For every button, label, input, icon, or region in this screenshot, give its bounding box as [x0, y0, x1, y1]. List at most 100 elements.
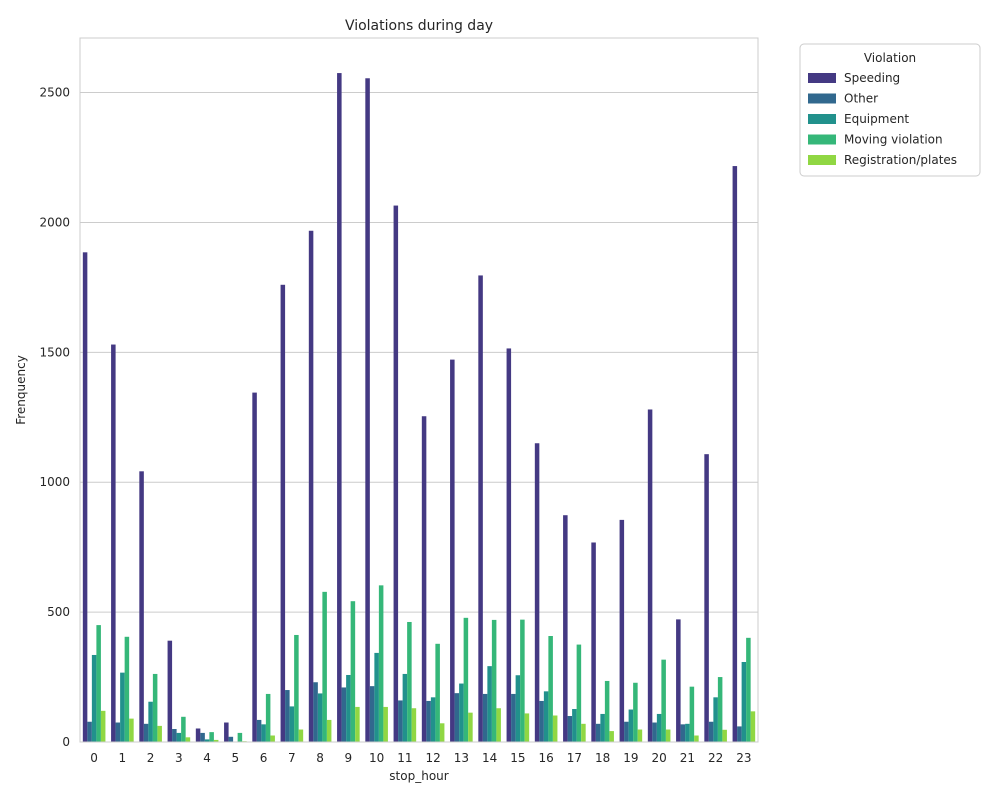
bar-moving-violation-22 — [717, 677, 723, 742]
bar-other-23 — [737, 726, 742, 742]
legend-swatch — [808, 114, 836, 124]
x-tick-label: 1 — [119, 751, 127, 765]
x-tick-label: 17 — [567, 751, 582, 765]
bar-other-1 — [115, 722, 121, 742]
bar-equipment-21 — [685, 723, 690, 742]
x-tick-label: 21 — [680, 751, 695, 765]
bar-registration-plates-9 — [355, 706, 360, 742]
x-tick-label: 20 — [651, 751, 666, 765]
bar-moving-violation-8 — [322, 591, 327, 742]
bar-other-13 — [454, 693, 460, 742]
bar-registration-plates-4 — [213, 739, 219, 742]
x-tick-label: 14 — [482, 751, 497, 765]
bar-equipment-22 — [713, 697, 718, 742]
bar-equipment-6 — [261, 724, 266, 742]
bar-other-3 — [172, 729, 177, 742]
bar-registration-plates-18 — [609, 731, 614, 742]
bar-equipment-3 — [176, 732, 182, 742]
legend-swatch — [808, 73, 836, 83]
legend-swatch — [808, 134, 836, 145]
bar-moving-violation-17 — [576, 644, 582, 742]
bar-registration-plates-8 — [326, 719, 332, 742]
x-tick-label: 3 — [175, 751, 183, 765]
bar-other-9 — [341, 687, 347, 742]
legend: Violation Speeding Other Equipment Moving v… — [799, 43, 981, 177]
bar-speeding-6 — [252, 392, 257, 742]
bar-moving-violation-5 — [237, 732, 243, 742]
y-tick-label: 2500 — [39, 86, 70, 100]
bar-speeding-5 — [224, 722, 229, 742]
bar-other-20 — [652, 722, 657, 742]
x-tick-label: 11 — [397, 751, 412, 765]
bar-speeding-16 — [534, 443, 540, 742]
bar-equipment-0 — [91, 654, 97, 742]
bar-registration-plates-0 — [100, 710, 106, 742]
bar-speeding-8 — [308, 230, 314, 742]
bar-moving-violation-14 — [491, 619, 497, 742]
bar-registration-plates-12 — [439, 723, 445, 742]
x-tick-label: 2 — [147, 751, 155, 765]
bar-speeding-1 — [111, 344, 116, 742]
legend-items: Speeding Other Equipment Moving violation Re… — [808, 71, 957, 167]
plot-frame — [79, 37, 759, 743]
bar-registration-plates-20 — [665, 729, 671, 742]
y-tick-label: 500 — [47, 605, 70, 619]
bar-moving-violation-3 — [181, 716, 186, 742]
x-tick-label: 4 — [203, 751, 211, 765]
y-tick-label: 1500 — [39, 345, 70, 359]
bar-other-14 — [482, 693, 488, 742]
legend-swatch — [808, 155, 836, 165]
y-tick-label: 1000 — [39, 475, 70, 489]
x-tick-label: 18 — [595, 751, 610, 765]
bar-registration-plates-23 — [750, 711, 756, 742]
chart-title: Violations during day — [345, 18, 493, 34]
bar-moving-violation-18 — [604, 680, 610, 742]
bar-registration-plates-6 — [270, 735, 275, 742]
bar-equipment-23 — [741, 661, 747, 742]
bar-speeding-23 — [732, 166, 738, 742]
bar-registration-plates-13 — [468, 712, 473, 742]
bar-equipment-8 — [317, 693, 323, 742]
bar-other-8 — [313, 682, 318, 742]
y-tick-label: 0 — [62, 735, 70, 749]
bar-equipment-14 — [487, 666, 492, 742]
bar-speeding-17 — [563, 515, 568, 742]
bar-speeding-15 — [506, 348, 512, 742]
bar-equipment-10 — [374, 652, 379, 742]
x-tick-label: 22 — [708, 751, 723, 765]
bar-registration-plates-3 — [185, 737, 191, 742]
bar-registration-plates-22 — [722, 729, 727, 742]
bar-other-10 — [369, 686, 375, 742]
bar-speeding-18 — [591, 542, 596, 742]
bar-moving-violation-15 — [520, 619, 525, 742]
legend-label: Registration/plates — [844, 153, 957, 167]
legend-swatch — [808, 93, 836, 104]
bar-other-11 — [398, 700, 403, 742]
bar-speeding-7 — [280, 284, 286, 742]
bar-other-16 — [539, 700, 544, 742]
bar-speeding-11 — [393, 205, 399, 742]
bar-other-5 — [228, 736, 234, 742]
bar-speeding-21 — [676, 619, 681, 742]
bar-speeding-13 — [450, 359, 455, 742]
bar-moving-violation-4 — [209, 732, 214, 742]
bar-other-2 — [143, 723, 149, 742]
bar-moving-violation-7 — [294, 634, 299, 742]
bar-other-19 — [624, 721, 629, 742]
bar-registration-plates-2 — [157, 725, 162, 742]
bar-registration-plates-14 — [496, 708, 501, 742]
y-axis-label: Frenquency — [14, 355, 28, 425]
bar-equipment-13 — [459, 683, 464, 742]
bar-moving-violation-20 — [661, 659, 666, 742]
bar-equipment-17 — [572, 709, 577, 742]
x-tick-label: 16 — [538, 751, 553, 765]
bar-other-12 — [426, 700, 431, 742]
y-tick-labels: 0 500 1000 1500 2000 2500 — [39, 86, 70, 749]
bar-other-4 — [200, 732, 205, 742]
bar-equipment-15 — [515, 675, 521, 742]
bar-registration-plates-17 — [581, 723, 586, 742]
legend-label: Other — [844, 92, 878, 106]
bar-other-17 — [567, 716, 573, 742]
bar-speeding-3 — [167, 640, 173, 742]
